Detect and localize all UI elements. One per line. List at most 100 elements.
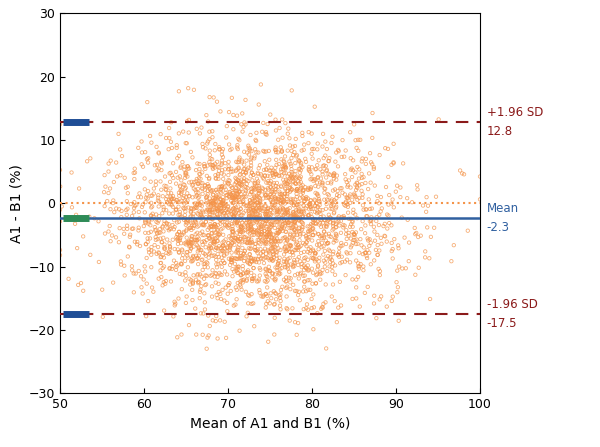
Point <box>138 290 148 297</box>
Point <box>256 250 266 257</box>
Point <box>292 232 302 239</box>
Point <box>180 163 190 170</box>
Point <box>241 168 251 175</box>
Point <box>175 208 185 215</box>
Point <box>375 271 385 278</box>
Point <box>172 142 182 149</box>
Point <box>279 206 289 213</box>
Point <box>227 223 237 230</box>
Point <box>265 156 274 163</box>
Point <box>347 242 356 249</box>
Point <box>283 283 292 290</box>
Point <box>317 143 327 150</box>
Point <box>164 146 173 153</box>
Point <box>249 265 259 272</box>
Point <box>222 250 232 257</box>
Point <box>228 266 238 273</box>
Point <box>154 249 164 257</box>
Point <box>165 244 175 251</box>
Point <box>227 249 236 256</box>
Point <box>252 203 262 211</box>
Point <box>341 231 351 238</box>
Point <box>229 209 238 216</box>
Point <box>254 222 263 229</box>
Point <box>260 231 270 238</box>
Point <box>241 193 251 200</box>
Point <box>247 257 256 264</box>
Point <box>313 140 322 147</box>
Point <box>289 236 299 243</box>
Point <box>220 245 230 252</box>
Point <box>196 209 206 216</box>
Point <box>198 222 208 229</box>
Point <box>271 264 280 271</box>
Point <box>246 199 256 206</box>
Point <box>194 170 204 177</box>
Point <box>320 216 330 224</box>
Point <box>295 195 305 202</box>
Point <box>353 164 362 171</box>
Point <box>310 196 319 203</box>
Point <box>282 259 292 266</box>
Point <box>303 256 313 263</box>
Point <box>220 160 230 167</box>
Point <box>220 221 230 228</box>
Point <box>204 183 214 190</box>
Point <box>270 271 280 278</box>
Point <box>213 213 223 220</box>
Point <box>273 261 283 268</box>
Point <box>244 207 253 214</box>
Point <box>321 205 331 212</box>
Point <box>349 209 358 216</box>
Point <box>257 255 266 262</box>
Point <box>210 224 220 231</box>
Point <box>308 216 318 224</box>
Point <box>296 191 305 198</box>
Point <box>212 261 221 268</box>
Point <box>305 186 315 193</box>
Point <box>310 197 320 204</box>
Point <box>313 203 322 211</box>
Point <box>232 207 242 214</box>
Point <box>184 165 194 172</box>
Point <box>156 131 166 138</box>
Point <box>291 240 301 248</box>
Point <box>181 172 191 179</box>
Point <box>236 254 246 261</box>
Point <box>203 260 212 267</box>
Point <box>159 307 169 314</box>
Point <box>288 208 298 215</box>
Point <box>255 188 265 195</box>
Point <box>262 214 271 221</box>
Point <box>346 215 356 222</box>
Point <box>245 260 255 267</box>
Point <box>213 274 223 281</box>
Point <box>257 215 266 222</box>
Point <box>233 233 243 240</box>
Point <box>287 174 297 181</box>
Point <box>322 200 331 207</box>
Point <box>246 240 256 247</box>
Point <box>236 181 245 188</box>
Point <box>301 196 311 203</box>
Point <box>201 145 211 152</box>
Point <box>217 184 227 191</box>
Point <box>292 256 302 263</box>
Point <box>168 193 178 200</box>
Point <box>334 193 344 200</box>
Point <box>248 211 257 218</box>
Point <box>109 209 119 216</box>
Point <box>311 202 320 210</box>
Point <box>295 180 304 187</box>
Point <box>271 215 280 223</box>
Point <box>325 155 334 162</box>
Point <box>305 249 314 257</box>
Point <box>195 208 205 215</box>
Point <box>302 305 311 312</box>
Point <box>286 242 295 249</box>
Point <box>231 284 241 291</box>
Point <box>347 165 356 172</box>
Point <box>169 217 179 224</box>
Point <box>285 248 295 255</box>
Point <box>212 186 221 193</box>
